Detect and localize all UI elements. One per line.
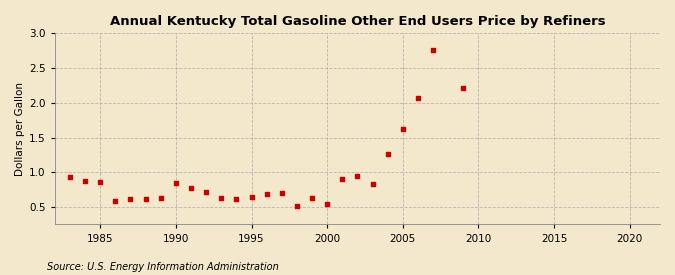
Point [95,180,105,184]
Point [200,189,211,194]
Point [186,185,196,190]
Point [65,175,76,179]
Point [398,126,408,131]
Point [125,197,136,201]
Point [382,152,393,156]
Point [80,178,90,183]
Point [140,197,151,201]
Point [337,176,348,181]
Point [322,202,333,207]
Point [428,48,439,52]
Point [231,197,242,201]
Point [306,196,317,200]
Point [110,199,121,203]
Point [292,204,302,208]
Point [458,85,468,90]
Point [276,191,287,196]
Title: Annual Kentucky Total Gasoline Other End Users Price by Refiners: Annual Kentucky Total Gasoline Other End… [109,15,605,28]
Point [367,182,378,186]
Y-axis label: Dollars per Gallon: Dollars per Gallon [15,82,25,176]
Point [246,194,257,199]
Point [216,196,227,200]
Point [155,196,166,200]
Point [412,96,423,100]
Text: Source: U.S. Energy Information Administration: Source: U.S. Energy Information Administ… [47,262,279,272]
Point [171,181,182,185]
Point [261,192,272,196]
Point [352,174,362,178]
